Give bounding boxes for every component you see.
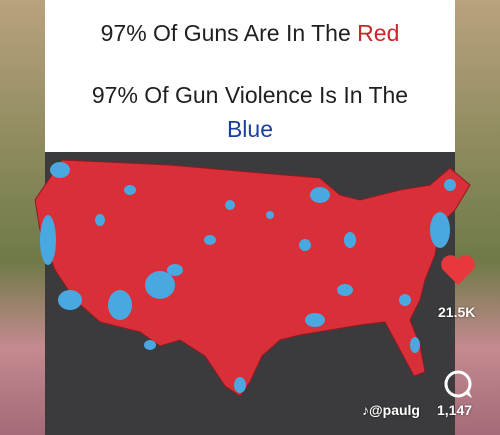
headline-highlight: Red <box>357 20 400 46</box>
headline-text: 97% Of Guns Are In The <box>100 20 358 46</box>
like-count: 21.5K <box>438 304 476 320</box>
author-handle[interactable]: ♪@paulg <box>362 402 420 418</box>
headline-1: 97% Of Guns Are In The Red <box>45 20 455 47</box>
headline-text: 97% Of Gun Violence Is In The <box>91 82 409 108</box>
comment-count: 1,147 <box>437 402 473 418</box>
headline-2: 97% Of Gun Violence Is In The Blue <box>85 78 415 146</box>
comment-tail <box>464 389 472 398</box>
comment-icon[interactable] <box>444 370 472 398</box>
headline-highlight: Blue <box>226 116 274 142</box>
blue-areas <box>40 162 456 393</box>
like-icon[interactable] <box>441 255 475 285</box>
us-map <box>34 159 471 397</box>
caption-card: 97% Of Guns Are In The Red 97% Of Gun Vi… <box>45 0 455 152</box>
